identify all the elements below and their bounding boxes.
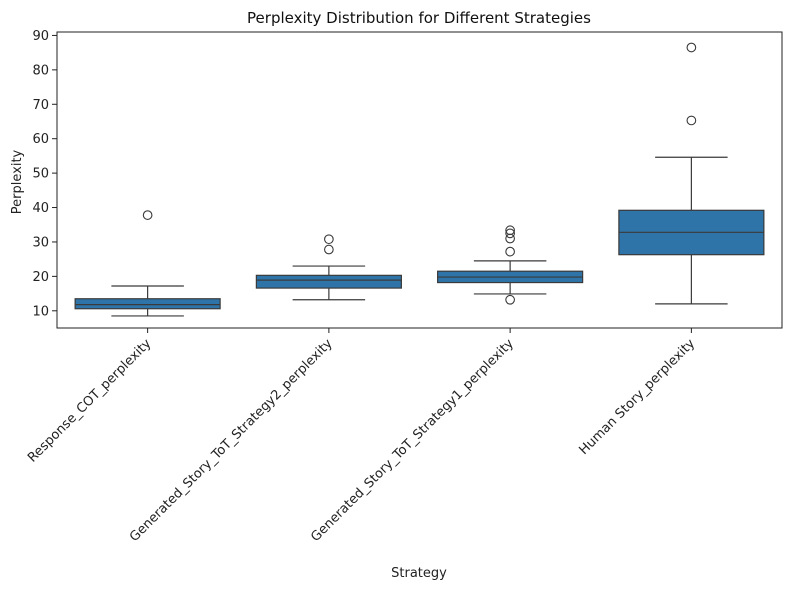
iqr-box: [74, 298, 221, 310]
y-axis-title: Perplexity: [10, 149, 25, 214]
outlier-point: [505, 225, 515, 236]
outlier-point: [505, 294, 515, 305]
y-tick-label: 30: [32, 235, 49, 250]
x-tick-label: Human Story_perplexity: [576, 336, 698, 458]
y-tick-label: 70: [32, 98, 49, 113]
outlier-point: [324, 234, 334, 245]
plot-area: 10 20 30 40 50 60 70 80 90 Response_COT_perplexit…: [25, 29, 783, 545]
chart-title: Perplexity Distribution for Different St…: [247, 9, 591, 27]
y-tick-label: 20: [32, 270, 49, 285]
y-tick-label: 40: [32, 201, 49, 216]
y-tick-label: 90: [32, 29, 49, 44]
outlier-point: [505, 228, 515, 239]
outlier-point: [324, 244, 334, 255]
x-tick-label: Response_COT_perplexity: [25, 336, 155, 466]
x-tick-label: Generated_Story_ToT_Strategy1_perplexity: [308, 336, 517, 545]
y-tick-label: 10: [32, 304, 49, 319]
outlier-point: [686, 42, 697, 53]
outlier-point: [505, 246, 515, 257]
outlier-point: [142, 210, 153, 220]
iqr-box: [255, 274, 402, 289]
y-tick-label: 50: [32, 167, 49, 182]
y-tick-label: 80: [32, 63, 49, 78]
outlier-point: [505, 233, 515, 244]
x-tick-label: Generated_Story_ToT_Strategy2_perplexity: [127, 336, 336, 545]
outlier-point: [686, 115, 697, 126]
plot-frame: [56, 31, 783, 329]
y-tick-label: 60: [32, 132, 49, 147]
x-axis-title: Strategy: [391, 566, 447, 581]
